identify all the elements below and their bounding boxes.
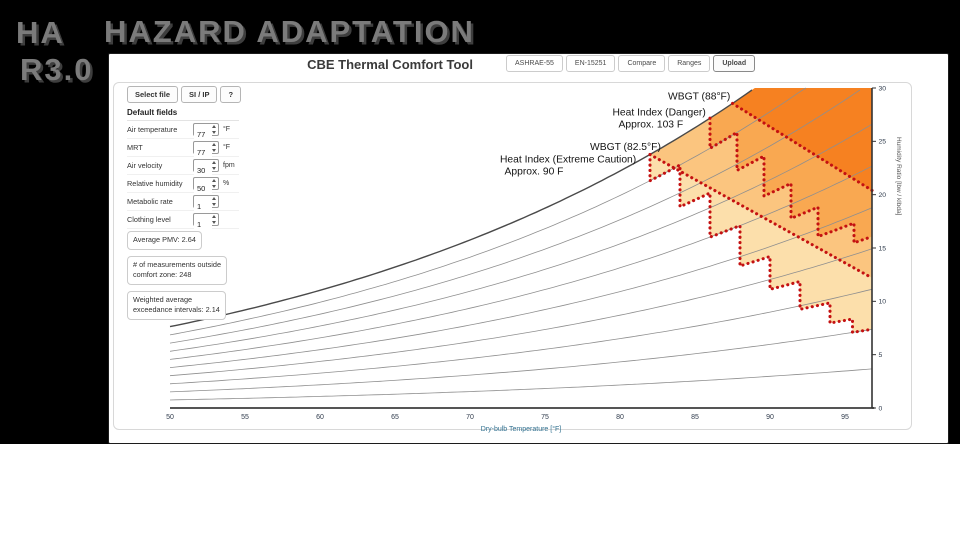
field-unit: °F — [223, 144, 231, 151]
stepper-arrows[interactable] — [210, 125, 217, 134]
result-box-0: Average PMV: 2.64 — [127, 231, 202, 250]
tab-compare[interactable]: Compare — [618, 55, 666, 72]
form-heading: Default fields — [127, 108, 239, 121]
field-label: Air temperature — [127, 125, 178, 134]
stepper-arrows[interactable] — [210, 161, 217, 170]
result-box-2: Weighted average exceedance intervals: 2.… — [127, 290, 226, 320]
chart-container — [113, 82, 912, 430]
field-label: Metabolic rate — [127, 197, 173, 206]
step-up-icon[interactable] — [211, 197, 216, 200]
field-input-wrap — [193, 195, 219, 212]
step-down-icon[interactable] — [211, 131, 216, 134]
field-label: Air velocity — [127, 161, 163, 170]
field-label: Clothing level — [127, 215, 171, 224]
slide-code-line2: R3.0 — [20, 52, 94, 87]
tab-bar: ASHRAE-55 EN-15251 Compare Ranges Upload — [506, 55, 756, 72]
step-down-icon[interactable] — [211, 149, 216, 152]
footer-strip: RELi. C B E To cite this webpage:Hoyt Ty… — [0, 444, 960, 540]
field-input-wrap — [193, 123, 219, 140]
step-up-icon[interactable] — [211, 179, 216, 182]
step-down-icon[interactable] — [211, 203, 216, 206]
step-up-icon[interactable] — [211, 125, 216, 128]
field-unit: °F — [223, 126, 231, 133]
form-row-mrt: MRT °F — [127, 139, 239, 158]
tab-upload[interactable]: Upload — [713, 55, 756, 72]
field-input-wrap — [193, 213, 219, 230]
form-row-air-temperature: Air temperature °F — [127, 121, 239, 140]
app-title: CBE Thermal Comfort Tool — [307, 57, 473, 72]
form-row-relative-humidity: Relative humidity% — [127, 175, 239, 194]
si-ip-button[interactable]: SI / IP — [181, 86, 218, 103]
step-down-icon[interactable] — [211, 185, 216, 188]
tab-en-15251[interactable]: EN-15251 — [565, 55, 616, 72]
step-up-icon[interactable] — [211, 161, 216, 164]
stepper-arrows[interactable] — [210, 179, 217, 188]
select-file-button[interactable]: Select file — [127, 86, 179, 103]
tab-ashrae-55[interactable]: ASHRAE-55 — [506, 55, 563, 72]
slide-code-line1: HA — [16, 15, 65, 50]
step-down-icon[interactable] — [211, 167, 216, 170]
field-input-wrap — [193, 141, 219, 158]
form-row-clothing-level: Clothing level — [127, 211, 239, 230]
field-label: Relative humidity — [127, 179, 183, 188]
step-down-icon[interactable] — [211, 221, 216, 224]
default-fields-form: Default fields Air temperature°FMRT°FAir… — [127, 108, 239, 230]
field-input-wrap — [193, 159, 219, 176]
step-up-icon[interactable] — [211, 143, 216, 146]
results-summary: Average PMV: 2.64 # of measurements outsi… — [127, 229, 233, 326]
stepper-arrows[interactable] — [210, 197, 217, 206]
field-input-wrap — [193, 177, 219, 194]
help-button[interactable]: ? — [220, 86, 242, 103]
stepper-arrows[interactable] — [210, 143, 217, 152]
step-up-icon[interactable] — [211, 215, 216, 218]
result-box-1: # of measurements outside comfort zone: 2… — [127, 255, 228, 285]
slide-title: HAZARD ADAPTATION — [104, 14, 475, 49]
form-row-air-velocity: Air velocity fpm — [127, 157, 239, 176]
field-unit: fpm — [223, 162, 235, 169]
tab-ranges[interactable]: Ranges — [668, 55, 711, 72]
toolbar: Select file SI / IP? — [127, 86, 242, 103]
field-unit: % — [223, 180, 230, 187]
field-label: MRT — [127, 143, 143, 152]
stepper-arrows[interactable] — [210, 215, 217, 224]
form-row-metabolic-rate: Metabolic rate — [127, 193, 239, 212]
